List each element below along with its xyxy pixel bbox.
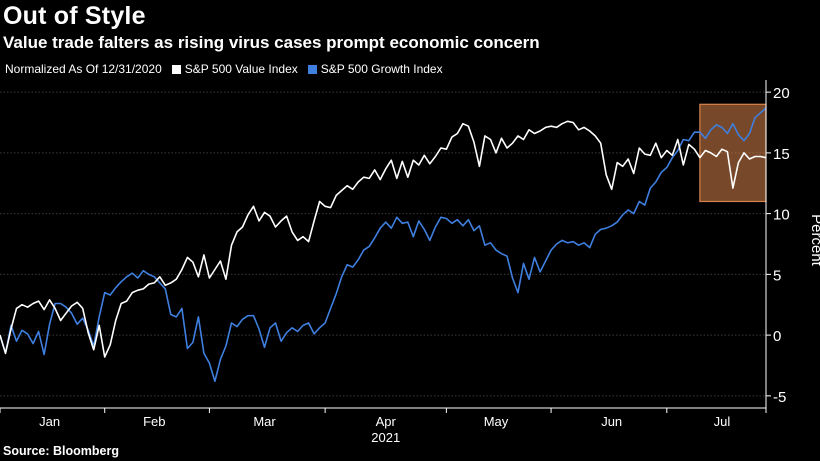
x-tick-label: Jan	[39, 414, 60, 429]
x-tick-label: Jun	[601, 414, 622, 429]
legend-swatch-value	[171, 64, 181, 74]
y-tick-label: 5	[773, 267, 781, 284]
y-tick-label: 10	[773, 207, 790, 224]
x-tick-label: Mar	[253, 414, 276, 429]
legend-item-value: S&P 500 Value Index	[171, 62, 298, 76]
legend-note: Normalized As Of 12/31/2020	[5, 62, 162, 76]
series-line-growth	[0, 107, 767, 383]
x-tick-label: May	[484, 414, 509, 429]
x-tick-label: Apr	[376, 414, 397, 429]
y-tick-label: -5	[773, 389, 786, 406]
y-tick-label: 20	[773, 85, 790, 102]
y-tick-label: 0	[773, 328, 781, 345]
legend-item-growth: S&P 500 Growth Index	[307, 62, 443, 76]
x-tick-label: Feb	[143, 414, 165, 429]
series-line-value	[0, 120, 767, 358]
legend-swatch-growth	[307, 64, 317, 74]
y-tick-label: 15	[773, 146, 790, 163]
chart-subtitle: Value trade falters as rising virus case…	[3, 33, 540, 52]
chart-title: Out of Style	[3, 2, 146, 30]
source-note: Source: Bloomberg	[3, 444, 119, 458]
y-axis-label: Percent	[808, 214, 820, 267]
x-tick-label: Jul	[714, 414, 731, 429]
x-axis-label: 2021	[371, 430, 400, 445]
legend: Normalized As Of 12/31/2020 S&P 500 Valu…	[5, 62, 443, 76]
legend-label-value: S&P 500 Value Index	[184, 62, 298, 76]
legend-label-growth: S&P 500 Growth Index	[320, 62, 443, 76]
